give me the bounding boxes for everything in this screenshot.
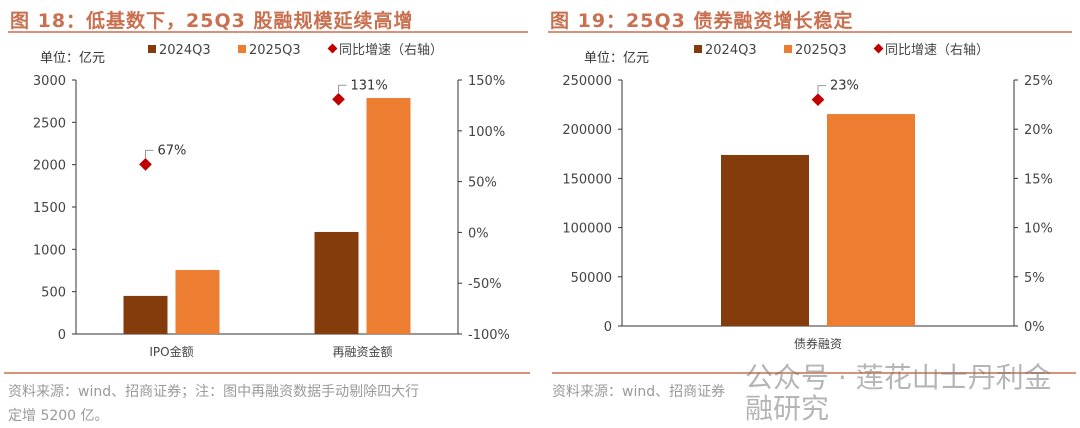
y2-tick-label: 5% [1024, 271, 1045, 286]
y2-tick-label: 150% [468, 74, 505, 89]
growth-data-label: 131% [351, 78, 388, 93]
y-tick-label: 2000 [33, 159, 66, 174]
source-note-left: 资料来源：wind、招商证券；注：图中再融资数据手动剔除四大行 定增 5200 … [8, 380, 419, 428]
bar-2025Q3 [175, 269, 220, 334]
y2-tick-label: 10% [1024, 222, 1053, 237]
legend-swatch-2024Q3 [694, 45, 702, 53]
title-rule-left [8, 31, 528, 33]
y-tick-label: 150000 [562, 172, 612, 187]
growth-marker [810, 91, 826, 108]
legend-label: 2025Q3 [795, 43, 847, 58]
category-label: 债券融资 [794, 336, 842, 351]
y2-tick-label: 15% [1024, 172, 1053, 187]
growth-leader [338, 84, 347, 94]
growth-data-label: 67% [158, 143, 187, 158]
bar-2025Q3 [827, 114, 915, 326]
y2-tick-label: 0% [1024, 320, 1045, 335]
legend-swatch-growth [873, 43, 884, 54]
legend-swatch-2025Q3 [238, 45, 246, 53]
legend-label: 2024Q3 [705, 43, 757, 58]
footer-rule-left [4, 372, 530, 374]
y2-tick-label: 100% [468, 125, 505, 140]
y2-tick-label: 25% [1024, 74, 1053, 89]
y-tick-label: 0 [58, 328, 66, 343]
y-tick-label: 1500 [33, 201, 66, 216]
y-tick-label: 200000 [562, 123, 612, 138]
y2-tick-label: 20% [1024, 123, 1053, 138]
source-note-right: 资料来源：wind、招商证券 [552, 384, 726, 400]
growth-leader [145, 149, 154, 159]
bar-2024Q3 [123, 295, 168, 334]
legend-label: 2025Q3 [249, 43, 301, 58]
chart-title-right: 图 19：25Q3 债券融资增长稳定 [550, 10, 854, 32]
growth-data-label: 23% [830, 79, 859, 94]
category-label: IPO金额 [149, 344, 193, 359]
y-tick-label: 0 [604, 320, 612, 335]
growth-marker [137, 156, 154, 173]
bar-2025Q3 [366, 98, 411, 334]
legend-label: 同比增速（右轴） [339, 43, 443, 58]
note-line-1: 资料来源：wind、招商证券；注：图中再融资数据手动剔除四大行 [8, 384, 420, 400]
note-line-2: 定增 5200 亿。 [8, 408, 109, 424]
unit-label: 单位：亿元 [40, 51, 105, 66]
category-label: 再融资金额 [332, 344, 392, 359]
legend-label: 同比增速（右轴） [885, 43, 989, 58]
y2-tick-label: -100% [468, 328, 510, 343]
legend-label: 2024Q3 [159, 43, 211, 58]
legend-swatch-growth [327, 43, 338, 54]
y2-tick-label: 50% [468, 176, 497, 191]
y-tick-label: 1000 [33, 243, 66, 258]
y-tick-label: 100000 [562, 222, 612, 237]
footer-rule-right [552, 372, 1076, 374]
watermark: 公众号 · 莲花山士丹利金融研究 [745, 361, 1052, 425]
legend-swatch-2024Q3 [148, 45, 156, 53]
y-tick-label: 2500 [33, 116, 66, 131]
y-tick-label: 3000 [33, 74, 66, 89]
growth-leader [817, 85, 826, 94]
y-tick-label: 250000 [562, 74, 612, 89]
legend-swatch-2025Q3 [784, 45, 792, 53]
bar-2024Q3 [314, 231, 359, 334]
y-tick-label: 50000 [571, 271, 612, 286]
y-tick-label: 500 [41, 286, 66, 301]
chart-title-left: 图 18：低基数下，25Q3 股融规模延续高增 [10, 10, 414, 32]
y2-tick-label: -50% [468, 277, 502, 292]
y2-tick-label: 0% [468, 226, 489, 241]
unit-label: 单位：亿元 [584, 51, 649, 66]
growth-marker [330, 91, 347, 108]
bar-2024Q3 [721, 154, 809, 326]
title-rule-right [548, 31, 1072, 33]
